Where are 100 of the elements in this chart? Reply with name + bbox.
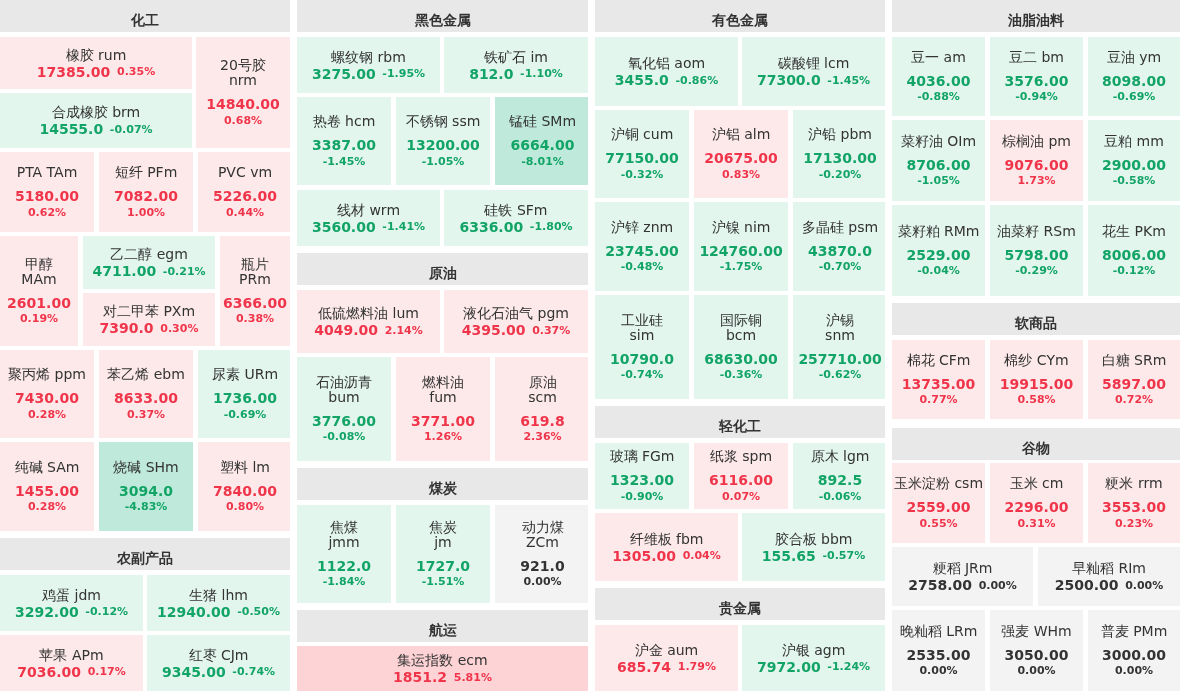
category-label: 油菜籽 RSm [997, 222, 1076, 239]
data-label: 1122.0 [316, 557, 372, 574]
category-label: 菜籽油 OIm [900, 132, 977, 149]
data-label: 257710.00 [798, 350, 882, 367]
data-label: 77300.0 [756, 72, 821, 88]
data-label: 812.0 [469, 65, 514, 82]
data-label: -0.90% [620, 489, 664, 503]
data-label: -1.80% [529, 220, 573, 233]
data-label: -0.20% [818, 167, 862, 181]
category-label: 早籼稻 RIm [1072, 560, 1146, 576]
data-label: 4711.00 [92, 263, 157, 279]
category-label: 生猪 lhm [189, 586, 248, 603]
data-label: -0.12% [85, 605, 129, 618]
data-label: 12940.00 [157, 603, 231, 620]
category-label: 沪金 aum [634, 641, 699, 658]
text: 化工 [130, 12, 159, 28]
category-label: 硅铁 SFm [483, 201, 548, 218]
data-label: 0.31% [1017, 516, 1056, 530]
data-label: 17130.00 [803, 150, 878, 166]
data-label: 5180.00 [15, 188, 80, 204]
data-label: 5226.00 [213, 188, 278, 204]
data-label: 3000.00 [1102, 646, 1167, 663]
data-label: -0.48% [620, 260, 664, 273]
data-label: -0.07% [109, 122, 153, 136]
category-label: 纤维板 fbm [629, 530, 704, 547]
data-label: 0.37% [126, 407, 166, 421]
category-label: 烧碱 SHm [113, 458, 179, 475]
category-label: 铁矿石 im [483, 48, 548, 65]
data-label: 6116.00 [709, 472, 774, 488]
data-label: 4049.00 [314, 322, 379, 338]
category-label: 玉米 cm [1009, 475, 1064, 491]
category-label: 液化石油气 pgm [463, 305, 569, 321]
data-label: -0.74% [232, 665, 276, 678]
text: 有色金属 [711, 12, 768, 28]
data-label: 2535.00 [906, 646, 971, 663]
data-label: 0.44% [225, 205, 265, 219]
category-label: 棕榈油 pm [1002, 132, 1071, 149]
category-label: 燃料油 fum [422, 373, 464, 405]
data-label: 3455.0 [614, 72, 670, 88]
data-label: 19915.00 [999, 375, 1074, 392]
data-label: 3094.0 [118, 482, 174, 499]
data-label: -1.05% [917, 174, 960, 187]
data-label: -1.41% [382, 220, 426, 233]
category-label: 粳稻 JRm [932, 560, 993, 576]
data-label: 8633.00 [114, 390, 179, 406]
data-label: 3275.00 [311, 65, 376, 82]
data-label: 7036.00 [17, 663, 82, 680]
data-label: 43870.0 [808, 242, 873, 259]
data-label: 0.17% [87, 665, 126, 678]
data-label: 1736.00 [213, 390, 278, 406]
data-label: 0.35% [117, 65, 156, 78]
data-label: -0.69% [223, 407, 267, 421]
data-label: 1.73% [1017, 174, 1056, 187]
data-label: 0.07% [721, 489, 761, 503]
category-label: 塑料 lm [220, 458, 270, 475]
data-label: 2900.00 [1102, 156, 1167, 173]
data-label: -0.57% [822, 549, 866, 562]
data-label: 1.79% [677, 660, 716, 673]
category-label: 沪铅 pbm [808, 126, 872, 142]
text: 煤炭 [427, 480, 458, 496]
data-label: 8006.00 [1102, 246, 1167, 263]
data-label: 155.65 [761, 547, 816, 564]
data-label: 3771.00 [411, 412, 476, 429]
data-label: -1.05% [421, 154, 465, 168]
data-label: 0.38% [235, 312, 275, 325]
data-label: 7082.00 [114, 188, 179, 204]
category-label: 线材 wrm [336, 201, 401, 218]
category-label: 集运指数 ecm [397, 652, 488, 668]
category-label: 沪镍 nim [711, 218, 771, 235]
category-label: 焦炭 jm [429, 518, 457, 550]
data-label: 9345.00 [161, 663, 226, 680]
data-label: 124760.00 [699, 242, 783, 259]
data-label: 77150.00 [605, 150, 680, 166]
text: 航运 [427, 622, 458, 638]
data-label: 619.8 [520, 412, 565, 429]
category-label: 锰硅 SMm [507, 113, 577, 129]
text: 贵金属 [718, 600, 761, 616]
data-label: 1.26% [423, 430, 463, 443]
data-label: 6366.00 [223, 294, 288, 311]
category-label: 豆一 am [911, 48, 966, 65]
category-label: 氧化铝 aom [627, 55, 706, 71]
data-label: 14555.0 [39, 121, 104, 137]
data-label: 0.58% [1017, 393, 1056, 406]
data-label: -0.12% [1112, 264, 1156, 277]
data-label: -8.01% [521, 154, 564, 168]
category-label: 原油 scm [528, 373, 557, 405]
category-label: 苹果 APm [39, 646, 104, 663]
category-label: 豆二 bm [1009, 48, 1064, 65]
category-label: 普麦 PMm [1100, 622, 1168, 639]
data-label: 0.55% [919, 516, 958, 530]
data-label: -1.95% [382, 67, 426, 80]
data-label: 3553.00 [1102, 499, 1167, 515]
data-label: 2758.00 [908, 577, 973, 593]
data-label: 0.28% [27, 407, 67, 421]
category-label: 粳米 rrm [1105, 475, 1163, 491]
data-label: 2529.00 [906, 246, 971, 263]
data-label: 892.5 [817, 472, 863, 488]
data-label: 0.23% [1114, 516, 1154, 530]
data-label: 3050.00 [1004, 646, 1069, 663]
category-label: 豆粕 mm [1104, 132, 1164, 149]
